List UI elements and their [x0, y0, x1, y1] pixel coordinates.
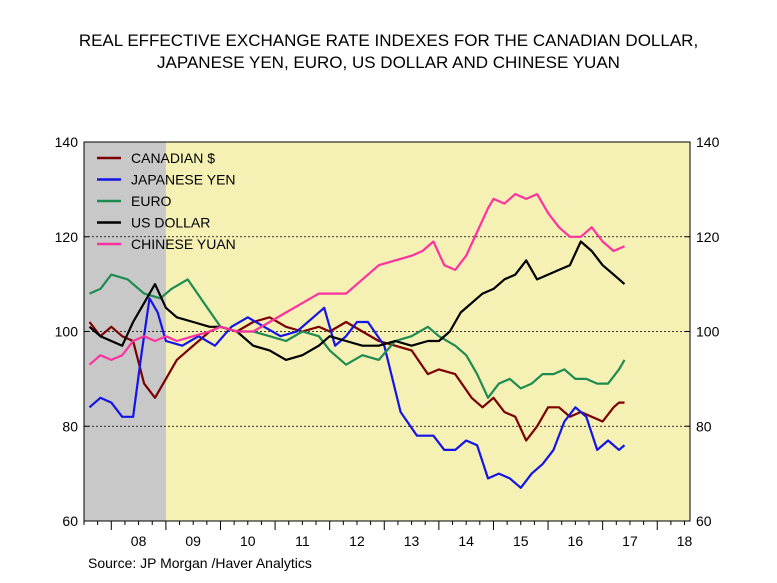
y-tick-label-left: 60: [62, 513, 78, 529]
x-tick-label: 12: [349, 533, 365, 549]
y-tick-label-right: 140: [696, 134, 720, 150]
y-tick-label-right: 100: [696, 324, 720, 340]
x-tick-label: 14: [458, 533, 474, 549]
legend-label-usd: US DOLLAR: [131, 215, 210, 231]
chart-title: REAL EFFECTIVE EXCHANGE RATE INDEXES FOR…: [0, 30, 777, 74]
source-note: Source: JP Morgan /Haver Analytics: [88, 555, 312, 571]
x-tick-label: 09: [185, 533, 201, 549]
chart-title-line-1: REAL EFFECTIVE EXCHANGE RATE INDEXES FOR…: [78, 31, 699, 50]
x-tick-label: 13: [404, 533, 420, 549]
y-tick-label-left: 80: [62, 418, 78, 434]
x-tick-label: 10: [240, 533, 256, 549]
plot-area: [84, 142, 690, 521]
series-line-yen: [88, 297, 626, 489]
x-tick-label: 15: [513, 533, 529, 549]
y-tick-label-right: 80: [696, 418, 712, 434]
x-tick-label: 11: [295, 533, 310, 549]
series-line-usd: [88, 240, 626, 361]
legend-label-yuan: CHINESE YUAN: [131, 236, 236, 252]
y-tick-label-right: 120: [696, 229, 720, 245]
legend-label-canadian: CANADIAN $: [131, 150, 215, 166]
series-line-canadian: [88, 316, 625, 442]
y-tick-label-left: 120: [55, 229, 79, 245]
legend-label-yen: JAPANESE YEN: [131, 172, 236, 188]
y-tick-label-right: 60: [696, 513, 712, 529]
x-tick-label: 17: [622, 533, 638, 549]
x-tick-label: 18: [677, 533, 693, 549]
legend-label-euro: EURO: [131, 193, 172, 209]
y-tick-label-left: 140: [55, 134, 79, 150]
series-line-yuan: [88, 193, 625, 366]
y-tick-label-left: 100: [55, 324, 79, 340]
x-tick-label: 08: [131, 533, 147, 549]
chart-title-line-2: JAPANESE YEN, EURO, US DOLLAR AND CHINES…: [157, 53, 620, 72]
x-tick-label: 16: [568, 533, 584, 549]
